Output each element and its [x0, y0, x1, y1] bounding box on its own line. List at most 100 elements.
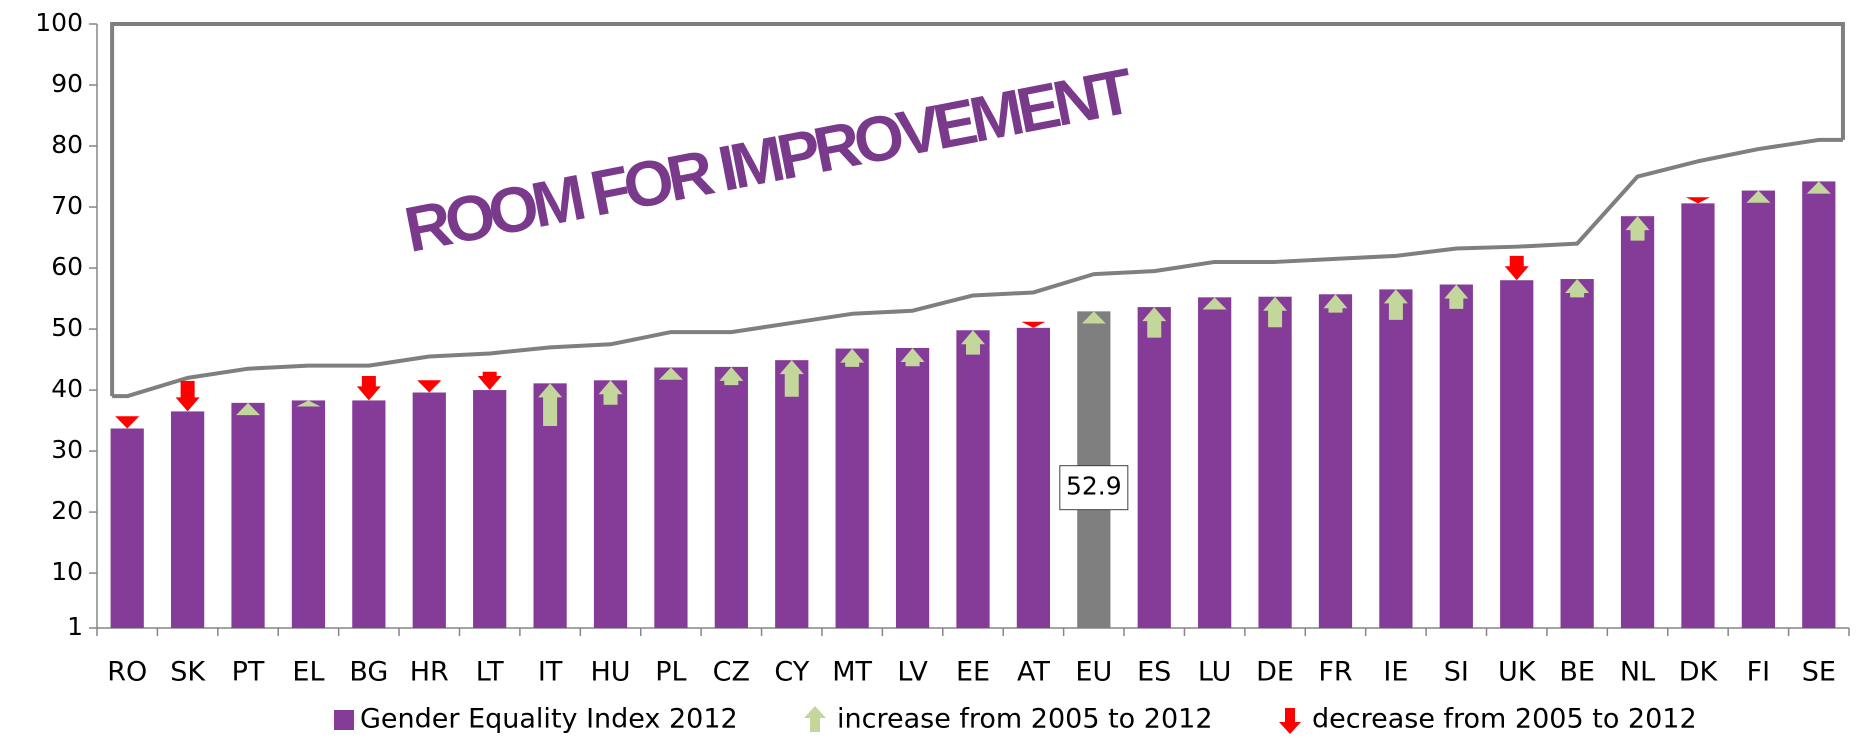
- decrease-arrow: [175, 380, 200, 412]
- decrease-arrow: [356, 376, 381, 401]
- x-tick-label: BE: [1559, 657, 1595, 688]
- outline-line: [112, 137, 1843, 399]
- bar: [1802, 181, 1836, 628]
- bar: [1741, 190, 1775, 629]
- increase-arrow: [1323, 294, 1348, 313]
- y-tick-label: 50: [51, 313, 83, 342]
- decrease-arrow: [417, 380, 442, 393]
- decrease-arrow: [1504, 255, 1529, 281]
- data-label: 52.9: [1066, 472, 1122, 501]
- increase-arrow: [1202, 297, 1227, 310]
- y-tick-label: 80: [51, 130, 83, 159]
- x-tick-label: RO: [107, 657, 147, 688]
- bar: [654, 367, 688, 628]
- x-tick-label: NL: [1620, 657, 1655, 688]
- x-tick-label: LT: [476, 657, 504, 688]
- bar: [1318, 294, 1353, 628]
- increase-arrow: [1383, 289, 1408, 320]
- y-tick-label: 40: [51, 374, 83, 403]
- increase-arrow: [658, 367, 683, 380]
- increase-arrow: [719, 366, 744, 386]
- decrease-arrow: [115, 416, 140, 429]
- increase-arrow: [1565, 279, 1590, 298]
- bar: [1198, 297, 1232, 628]
- bar: [1500, 280, 1534, 628]
- bar: [956, 330, 990, 628]
- increase-arrow: [598, 380, 623, 405]
- bar: [291, 400, 326, 628]
- x-tick-label: FI: [1747, 657, 1771, 688]
- y-tick-label: 90: [51, 69, 83, 98]
- increase-arrow: [236, 402, 261, 416]
- increase-arrow: [1444, 284, 1469, 309]
- x-tick-label: FR: [1318, 657, 1352, 688]
- x-tick-label: EU: [1075, 657, 1112, 688]
- x-tick-label: PL: [655, 657, 686, 688]
- outline-frame: [110, 22, 1845, 397]
- x-tick-label: SK: [170, 657, 206, 688]
- y-tick-label: 100: [35, 8, 83, 37]
- bar: [1379, 289, 1413, 628]
- bar: [473, 390, 507, 628]
- x-tick-label: IE: [1383, 657, 1408, 688]
- x-tick-label: DE: [1256, 657, 1294, 688]
- y-tick-label: 20: [51, 496, 83, 525]
- x-tick-label: IT: [538, 657, 563, 688]
- x-tick-label: HU: [590, 657, 630, 688]
- increase-arrow: [961, 330, 985, 355]
- bar: [1258, 296, 1292, 628]
- bar: [775, 360, 809, 628]
- bar: [1016, 327, 1051, 628]
- x-tick-label: AT: [1017, 657, 1050, 688]
- x-tick-label: PT: [232, 657, 265, 688]
- x-tick-label: LU: [1198, 657, 1231, 688]
- bar: [895, 347, 930, 628]
- y-tick-label: 70: [51, 191, 83, 220]
- bar: [231, 402, 265, 628]
- y-tick-label: 1: [67, 612, 83, 641]
- bar: [1620, 216, 1655, 628]
- x-tick-label: HR: [410, 657, 449, 688]
- bar: [1560, 279, 1594, 628]
- x-tick-label: UK: [1498, 657, 1537, 688]
- bar: [1439, 284, 1473, 628]
- data-label-box: [1059, 465, 1129, 511]
- x-tick-label: DK: [1679, 657, 1719, 688]
- x-tick-label: EE: [956, 657, 990, 688]
- legend-label: Gender Equality Index 2012: [360, 704, 738, 735]
- x-tick-label: SI: [1444, 657, 1469, 688]
- annotation: ROOM FOR IMPROVEMENT: [399, 54, 1139, 266]
- legend-label: decrease from 2005 to 2012: [1312, 704, 1697, 735]
- bar: [352, 400, 386, 628]
- increase-arrow: [538, 383, 563, 427]
- decrease-arrow: [1021, 321, 1046, 328]
- bar: [835, 348, 869, 628]
- bar: [1137, 307, 1171, 628]
- x-tick-label: ES: [1137, 657, 1171, 688]
- y-tick-label: 30: [51, 435, 83, 464]
- bar: [171, 411, 205, 628]
- legend-decrease-arrow: [1279, 708, 1301, 734]
- x-tick-label: MT: [832, 657, 872, 688]
- increase-arrow: [1625, 216, 1650, 241]
- decrease-arrow: [477, 371, 502, 391]
- x-tick-label: EL: [292, 657, 324, 688]
- x-tick-label: SE: [1802, 657, 1836, 688]
- bar: [714, 366, 748, 628]
- increase-arrow: [1746, 190, 1771, 203]
- increase-arrow: [840, 348, 865, 367]
- increase-arrow: [1142, 307, 1167, 338]
- increase-arrow: [1806, 181, 1831, 194]
- increase-arrow: [1081, 311, 1106, 324]
- increase-arrow: [900, 347, 925, 367]
- legend-swatch: [334, 710, 354, 730]
- legend-increase-arrow: [804, 706, 826, 732]
- x-tick-label: CZ: [713, 657, 750, 688]
- decrease-arrow: [1685, 197, 1710, 204]
- increase-arrow: [296, 400, 321, 407]
- increase-arrow: [779, 360, 804, 397]
- bar: [1681, 203, 1715, 628]
- y-tick-label: 60: [51, 252, 83, 281]
- y-tick-label: 10: [51, 557, 83, 586]
